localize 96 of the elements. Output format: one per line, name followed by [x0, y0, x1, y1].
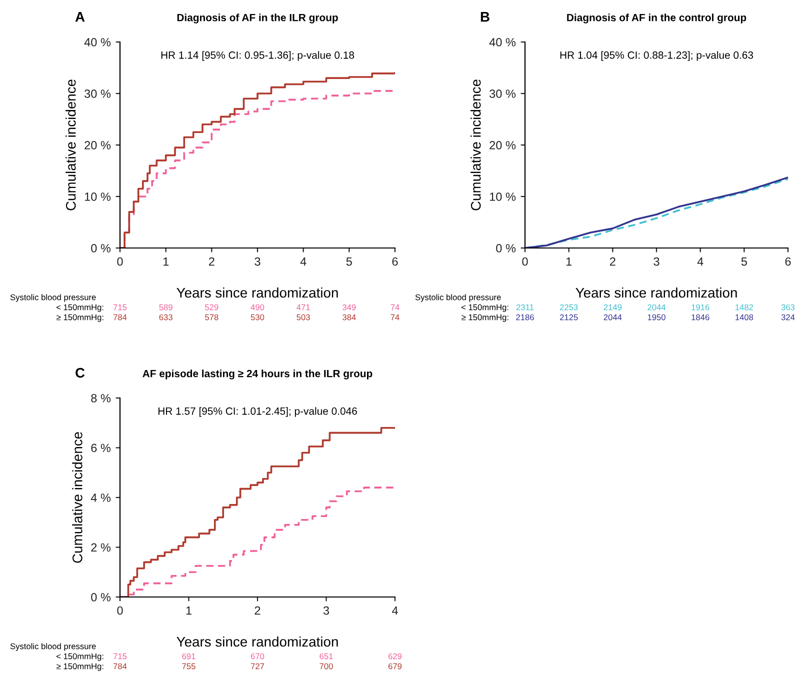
- text: 629: [388, 653, 402, 660]
- x-tick-label: 2: [254, 606, 260, 615]
- x-tick-label: 6: [785, 257, 791, 266]
- text: 715: [113, 304, 127, 310]
- text: 1916: [692, 304, 710, 310]
- text: 471: [296, 304, 310, 310]
- text: 2044: [648, 304, 666, 310]
- x-axis-title: Years since randomization: [576, 287, 737, 298]
- x-axis-title: Years since randomization: [176, 636, 338, 647]
- annotation: HR 1.14 [95% CI: 0.95-1.36]; p-value 0.18: [161, 51, 354, 61]
- text: Systolic blood pressure: [10, 643, 96, 651]
- x-tick-label: 5: [346, 257, 352, 266]
- text: 1846: [692, 314, 710, 320]
- y-tick-label: 30 %: [490, 90, 516, 98]
- annotation: HR 1.04 [95% CI: 0.88-1.23]; p-value 0.63: [560, 51, 754, 61]
- chart-title: Diagnosis of AF in the ILR group: [177, 14, 338, 24]
- x-tick-label: 0: [117, 257, 123, 266]
- x-tick-label: 3: [654, 257, 660, 266]
- text: A: [75, 12, 85, 22]
- x-tick-label: 1: [163, 257, 169, 266]
- text: 578: [205, 314, 218, 320]
- text: < 150mmHg:: [56, 304, 104, 312]
- text: 503: [296, 314, 310, 320]
- text: 74: [390, 304, 400, 310]
- text: 679: [388, 663, 402, 670]
- text: 1482: [736, 304, 754, 310]
- text: 530: [250, 314, 264, 320]
- text: 2186: [516, 314, 534, 320]
- y-tick-label: 0 %: [91, 593, 111, 602]
- annotation: HR 1.57 [95% CI: 1.01-2.45]; p-value 0.046: [158, 407, 357, 417]
- text: 589: [159, 304, 172, 310]
- y-tick-label: 40 %: [489, 38, 516, 46]
- text: ≥ 150mmHg:: [56, 663, 104, 671]
- y-tick-label: 8 %: [91, 394, 111, 402]
- text: 651: [320, 653, 333, 660]
- y-tick-label: 20 %: [490, 141, 516, 150]
- y-tick-label: 6 %: [91, 444, 111, 452]
- text: 384: [342, 314, 356, 320]
- text: 784: [113, 314, 127, 320]
- text: 691: [182, 653, 196, 660]
- y-tick-label: 4 %: [90, 494, 111, 502]
- text: 529: [205, 304, 218, 310]
- x-tick-label: 1: [566, 257, 572, 266]
- text: ≥ 150mmHg:: [56, 314, 104, 322]
- x-tick-label: 4: [392, 606, 398, 615]
- x-axis-title: Years since randomization: [176, 287, 338, 298]
- text: Systolic blood pressure: [415, 294, 501, 302]
- y-tick-label: 0 %: [91, 244, 111, 252]
- text: 324: [781, 314, 795, 320]
- y-axis-title: Cumulative incidence: [470, 80, 481, 210]
- text: 755: [182, 663, 196, 670]
- x-tick-label: 4: [697, 257, 704, 266]
- text: 2044: [604, 314, 622, 320]
- y-tick-label: 10 %: [490, 192, 516, 201]
- y-axis-title: Cumulative incidence: [72, 432, 82, 563]
- x-tick-label: 4: [300, 257, 306, 266]
- text: 74: [390, 314, 400, 320]
- text: 670: [250, 653, 264, 660]
- text: 2149: [604, 304, 622, 310]
- chart-title: Diagnosis of AF in the control group: [567, 14, 746, 24]
- x-tick-label: 2: [208, 257, 214, 266]
- text: < 150mmHg:: [56, 653, 104, 661]
- chart-title: AF episode lasting ≥ 24 hours in the ILR group: [142, 370, 372, 380]
- text: < 150mmHg:: [461, 304, 508, 312]
- text: C: [76, 368, 85, 378]
- text: 1950: [648, 314, 666, 320]
- text: 784: [113, 663, 127, 670]
- x-tick-label: 0: [117, 606, 123, 615]
- text: 633: [159, 314, 172, 320]
- text: 2253: [560, 304, 578, 310]
- x-tick-label: 3: [323, 606, 330, 615]
- text: 700: [320, 663, 333, 670]
- text: 363: [781, 304, 795, 310]
- x-tick-label: 5: [741, 257, 747, 266]
- x-tick-label: 3: [254, 257, 260, 266]
- text: B: [480, 12, 490, 22]
- x-tick-label: 0: [522, 257, 528, 266]
- y-axis-title: Cumulative incidence: [66, 80, 76, 210]
- y-tick-label: 2 %: [91, 543, 111, 552]
- y-tick-label: 10 %: [84, 192, 111, 201]
- x-tick-label: 6: [392, 257, 398, 266]
- text: 490: [250, 304, 264, 310]
- text: 2125: [560, 314, 578, 320]
- x-tick-label: 1: [186, 606, 192, 615]
- text: Systolic blood pressure: [10, 294, 96, 302]
- x-tick-label: 2: [610, 257, 616, 266]
- y-tick-label: 30 %: [84, 90, 111, 98]
- y-tick-label: 0 %: [496, 244, 516, 252]
- text: 727: [250, 663, 264, 670]
- text: 715: [113, 653, 127, 660]
- text: 2311: [516, 304, 534, 310]
- y-tick-label: 20 %: [84, 141, 111, 150]
- text: 349: [342, 304, 356, 310]
- text: 1408: [736, 314, 754, 320]
- y-tick-label: 40 %: [84, 38, 111, 46]
- text: ≥ 150mmHg:: [462, 314, 508, 322]
